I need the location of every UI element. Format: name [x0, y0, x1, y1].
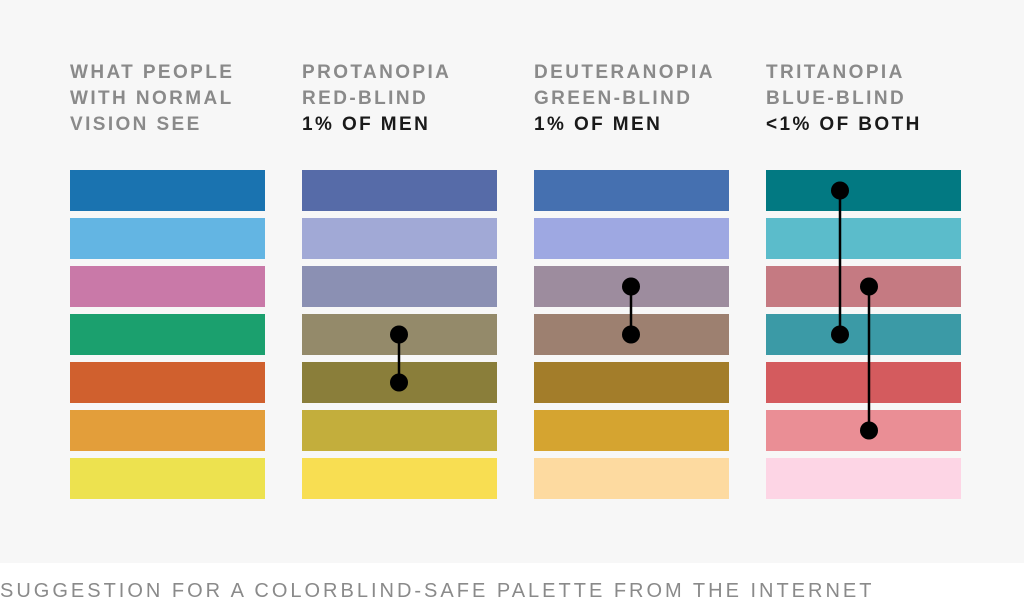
column-deuteranopia: DEUTERANOPIA GREEN-BLIND 1% OF MEN — [534, 60, 729, 499]
color-swatch — [766, 170, 961, 211]
color-swatch — [302, 266, 497, 307]
color-swatch — [534, 218, 729, 259]
color-swatch — [302, 218, 497, 259]
color-swatch — [70, 266, 265, 307]
prevalence-label: 1% OF MEN — [302, 114, 431, 135]
prevalence-label: 1% OF MEN — [534, 114, 663, 135]
color-swatch — [70, 218, 265, 259]
heading-line: WHAT PEOPLE — [70, 62, 235, 83]
heading-line: DEUTERANOPIA — [534, 62, 715, 83]
heading-line: WITH NORMAL — [70, 88, 234, 109]
color-swatch — [302, 362, 497, 403]
column-normal-vision: WHAT PEOPLE WITH NORMAL VISION SEE — [70, 60, 265, 499]
color-swatch — [766, 314, 961, 355]
color-swatch — [534, 170, 729, 211]
column-heading: PROTANOPIA RED-BLIND 1% OF MEN — [302, 60, 497, 170]
heading-line: PROTANOPIA — [302, 62, 452, 83]
color-swatch — [302, 314, 497, 355]
color-swatch — [70, 410, 265, 451]
prevalence-label: <1% OF BOTH — [766, 114, 922, 135]
color-swatch — [766, 458, 961, 499]
color-swatch — [70, 314, 265, 355]
color-swatch — [766, 362, 961, 403]
color-swatch — [534, 266, 729, 307]
color-swatch — [534, 458, 729, 499]
heading-line: RED-BLIND — [302, 88, 429, 109]
heading-line: GREEN-BLIND — [534, 88, 693, 109]
column-heading: TRITANOPIA BLUE-BLIND <1% OF BOTH — [766, 60, 961, 170]
heading-line: BLUE-BLIND — [766, 88, 907, 109]
color-swatch — [766, 266, 961, 307]
palette-panel: WHAT PEOPLE WITH NORMAL VISION SEE PROTA… — [70, 60, 961, 499]
column-protanopia: PROTANOPIA RED-BLIND 1% OF MEN — [302, 60, 497, 499]
column-tritanopia: TRITANOPIA BLUE-BLIND <1% OF BOTH — [766, 60, 961, 499]
color-swatch — [302, 410, 497, 451]
color-swatch — [302, 458, 497, 499]
heading-line: VISION SEE — [70, 114, 202, 135]
color-swatch — [534, 314, 729, 355]
caption: SUGGESTION FOR A COLORBLIND-SAFE PALETTE… — [0, 580, 875, 602]
color-swatch — [766, 218, 961, 259]
column-heading: WHAT PEOPLE WITH NORMAL VISION SEE — [70, 60, 265, 170]
color-swatch — [302, 170, 497, 211]
heading-line: TRITANOPIA — [766, 62, 905, 83]
color-swatch — [534, 410, 729, 451]
color-swatch — [70, 362, 265, 403]
column-heading: DEUTERANOPIA GREEN-BLIND 1% OF MEN — [534, 60, 729, 170]
color-swatch — [70, 458, 265, 499]
color-swatch — [534, 362, 729, 403]
color-swatch — [766, 410, 961, 451]
color-swatch — [70, 170, 265, 211]
